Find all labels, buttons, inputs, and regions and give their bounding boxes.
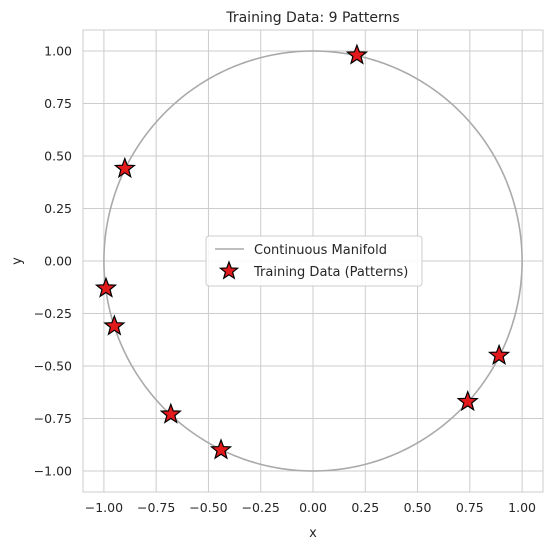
- x-tick-label: 0.25: [351, 500, 379, 515]
- chart-title: Training Data: 9 Patterns: [225, 10, 399, 26]
- data-point-star: [94, 276, 118, 298]
- x-axis-label: x: [309, 526, 317, 541]
- y-axis-label: y: [10, 257, 25, 265]
- data-point-star: [456, 389, 479, 412]
- y-tick-label: 0.50: [44, 149, 72, 164]
- y-tick-label: 1.00: [44, 44, 72, 59]
- x-tick-label: −0.75: [137, 500, 175, 515]
- x-axis-ticks: −1.00 −0.75 −0.50 −0.25 0.00 0.25 0.50 0.75 1.00: [85, 500, 536, 515]
- series-training-points: [94, 43, 511, 460]
- y-tick-label: −0.25: [34, 306, 72, 321]
- data-point-star: [103, 314, 126, 336]
- y-tick-label: 0.00: [44, 254, 72, 269]
- y-tick-label: −1.00: [34, 464, 72, 479]
- y-axis-ticks: −1.00 −0.75 −0.50 −0.25 0.00 0.25 0.50 0.75 1.00: [34, 44, 72, 479]
- y-tick-label: 0.75: [44, 96, 72, 111]
- y-tick-label: −0.50: [34, 359, 72, 374]
- data-point-star: [159, 402, 182, 424]
- legend: Continuous Manifold Training Data (Patte…: [205, 235, 423, 287]
- y-tick-label: 0.25: [44, 201, 72, 216]
- x-tick-label: −0.25: [242, 500, 280, 515]
- x-tick-label: −0.50: [189, 500, 227, 515]
- data-point-star: [113, 156, 136, 179]
- x-tick-label: 1.00: [508, 500, 536, 515]
- data-point-star: [209, 438, 233, 460]
- y-tick-label: −0.75: [34, 411, 72, 426]
- data-point-star: [487, 343, 511, 365]
- data-point-star: [345, 43, 369, 65]
- x-tick-label: −1.00: [85, 500, 123, 515]
- legend-label-points: Training Data (Patterns): [253, 265, 408, 280]
- legend-box: [205, 235, 423, 287]
- series-manifold-circle: [103, 50, 523, 472]
- legend-star-swatch: [218, 260, 240, 280]
- x-tick-label: 0.00: [299, 500, 327, 515]
- x-tick-label: 0.50: [404, 500, 432, 515]
- x-tick-label: 0.75: [456, 500, 484, 515]
- legend-label-manifold: Continuous Manifold: [254, 243, 387, 258]
